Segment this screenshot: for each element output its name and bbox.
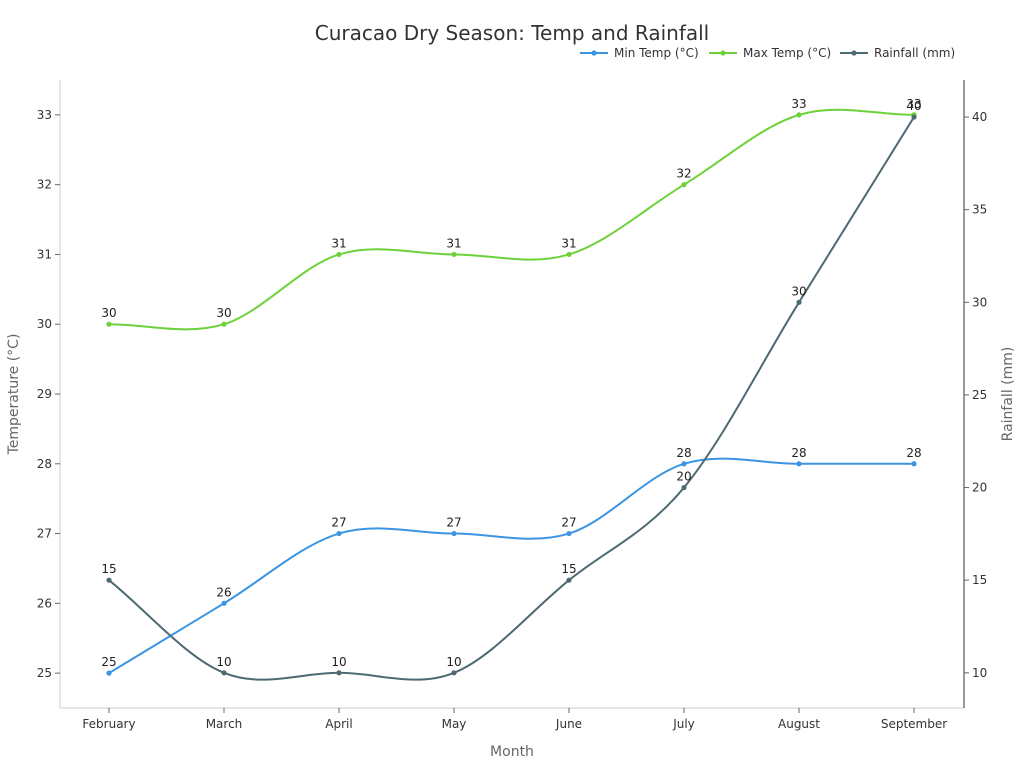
x-tick-label: May: [442, 717, 467, 731]
x-axis-ticks: February March April May June July August Septe…: [82, 708, 947, 731]
data-point: [566, 577, 572, 583]
data-label: 33: [906, 97, 921, 111]
x-tick-label: March: [206, 717, 243, 731]
legend-label: Max Temp (°C): [743, 46, 831, 60]
data-point: [451, 670, 457, 676]
right-tick-label: 10: [972, 666, 987, 680]
series-line: [108, 457, 914, 674]
left-tick-label: 30: [37, 317, 52, 331]
legend-swatch-dot: [851, 50, 857, 56]
right-tick-label: 40: [972, 110, 987, 124]
x-tick-label: February: [82, 717, 135, 731]
data-point: [566, 251, 572, 258]
x-tick-label: April: [325, 717, 352, 731]
legend-item-rainfall-mm: Rainfall (mm): [840, 46, 955, 60]
right-tick-label: 25: [972, 388, 987, 402]
data-label: 31: [331, 236, 346, 250]
right-tick-label: 15: [972, 573, 987, 587]
left-tick-label: 33: [37, 108, 52, 122]
right-axis-title: Rainfall (mm): [1000, 347, 1016, 442]
data-point: [911, 461, 917, 467]
data-label: 10: [216, 655, 231, 669]
right-tick-label: 35: [972, 203, 987, 217]
legend: Min Temp (°C) Max Temp (°C) Rainfall (mm): [580, 46, 955, 60]
data-point: [451, 530, 457, 537]
data-point: [106, 577, 112, 583]
data-label: 27: [446, 516, 461, 530]
data-label: 28: [676, 446, 691, 460]
data-label: 10: [331, 655, 346, 669]
series-min-temp-c: 25 26 27 27 27 28 28 28: [101, 446, 922, 676]
left-tick-label: 25: [37, 666, 52, 680]
series-line: [108, 108, 915, 331]
data-label: 31: [561, 236, 576, 250]
left-tick-label: 32: [37, 178, 52, 192]
data-point: [221, 321, 227, 327]
x-tick-label: August: [778, 717, 820, 731]
data-point: [106, 321, 112, 327]
data-point: [451, 251, 457, 258]
data-point: [796, 461, 802, 467]
series-layer: 25 26 27 27 27 28 28 28 30 30 31 31 31 32 33 33 15 10 10 10…: [101, 97, 922, 681]
chart-title: Curacao Dry Season: Temp and Rainfall: [315, 21, 709, 45]
data-label: 15: [561, 562, 576, 576]
left-tick-label: 28: [37, 457, 52, 471]
legend-label: Min Temp (°C): [614, 46, 699, 60]
data-label: 31: [446, 236, 461, 250]
left-axis-ticks: 25 26 27 28 29 30 31 32 33: [37, 108, 60, 680]
left-tick-label: 29: [37, 387, 52, 401]
data-point: [796, 112, 802, 118]
right-tick-label: 30: [972, 295, 987, 309]
data-label: 30: [791, 284, 806, 298]
legend-label: Rainfall (mm): [874, 46, 955, 60]
data-label: 20: [676, 470, 691, 484]
data-point: [221, 600, 227, 606]
data-label: 40: [906, 99, 921, 113]
data-point: [681, 484, 687, 491]
left-tick-label: 26: [37, 596, 52, 610]
data-point: [796, 299, 802, 305]
data-label: 15: [101, 562, 116, 576]
data-point: [566, 530, 572, 537]
left-tick-label: 27: [37, 527, 52, 541]
x-tick-label: June: [555, 717, 582, 731]
data-label: 26: [216, 585, 231, 599]
data-label: 10: [446, 655, 461, 669]
legend-item-max-temp-c: Max Temp (°C): [709, 46, 831, 60]
data-point: [336, 530, 342, 537]
legend-swatch-dot: [720, 50, 726, 56]
right-tick-label: 20: [972, 481, 987, 495]
right-axis-ticks: 10 15 20 25 30 35 40: [964, 110, 987, 680]
data-point: [221, 670, 227, 676]
series-rainfall-mm: 15 10 10 10 15 20 30 40: [101, 99, 922, 681]
x-tick-label: September: [881, 717, 947, 731]
data-label: 32: [676, 167, 691, 181]
data-label: 28: [906, 446, 921, 460]
data-point: [911, 114, 917, 120]
data-point: [106, 670, 112, 676]
data-label: 27: [331, 516, 346, 530]
x-axis-title: Month: [490, 744, 534, 760]
x-tick-label: July: [672, 717, 695, 731]
data-label: 28: [791, 446, 806, 460]
data-point: [681, 461, 687, 467]
data-point: [336, 670, 342, 676]
data-label: 25: [101, 655, 116, 669]
legend-swatch-dot: [591, 50, 597, 56]
left-tick-label: 31: [37, 247, 52, 261]
data-label: 27: [561, 516, 576, 530]
data-point: [681, 182, 687, 188]
data-label: 33: [791, 97, 806, 111]
data-point: [336, 251, 342, 258]
series-max-temp-c: 30 30 31 31 31 32 33 33: [101, 97, 922, 331]
left-axis-title: Temperature (°C): [6, 334, 22, 456]
legend-item-min-temp-c: Min Temp (°C): [580, 46, 699, 60]
data-label: 30: [101, 306, 116, 320]
data-label: 30: [216, 306, 231, 320]
